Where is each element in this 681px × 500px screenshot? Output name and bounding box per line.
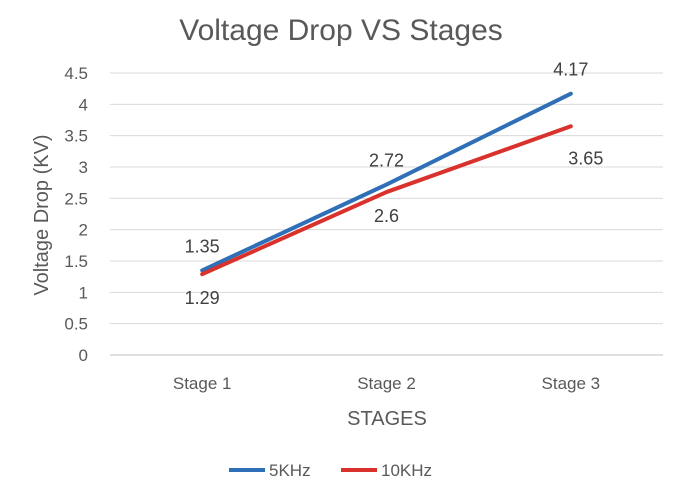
y-tick-label: 3 [79,158,88,177]
y-tick-label: 0 [79,346,88,365]
gridlines [110,72,663,356]
data-labels: 1.35 2.72 4.17 1.29 2.6 3.65 [185,60,604,308]
y-tick-label: 2 [79,221,88,240]
chart-title: Voltage Drop VS Stages [179,14,503,47]
legend: 5KHz 10KHz [229,461,432,480]
y-tick-label: 2.5 [64,189,88,208]
y-axis-title: Voltage Drop (KV) [31,134,53,295]
series-line-5KHz [200,91,573,273]
data-label: 4.17 [553,60,588,80]
data-label: 2.6 [374,206,399,226]
legend-label: 10KHz [381,461,432,480]
legend-label: 5KHz [269,461,311,480]
y-tick-label: 1.5 [64,252,88,271]
data-label: 1.29 [185,288,220,308]
x-tick-label: Stage 3 [542,374,601,393]
data-label: 1.35 [185,236,220,256]
data-label: 2.72 [369,151,404,171]
y-tick-label: 4.5 [64,64,88,83]
x-axis-title: STAGES [347,408,427,430]
y-tick-label: 1 [79,283,88,302]
x-tick-label: Stage 1 [173,374,232,393]
y-axis-ticks: 0 0.5 1 1.5 2 2.5 3 3.5 4 4.5 [64,64,88,365]
data-label: 3.65 [568,148,603,168]
y-tick-label: 0.5 [64,315,88,334]
y-tick-label: 4 [79,95,88,114]
x-axis-ticks: Stage 1 Stage 2 Stage 3 [173,374,600,393]
y-tick-label: 3.5 [64,127,88,146]
series-lines [200,91,573,277]
x-tick-label: Stage 2 [357,374,416,393]
series-line-10KHz [200,124,573,277]
